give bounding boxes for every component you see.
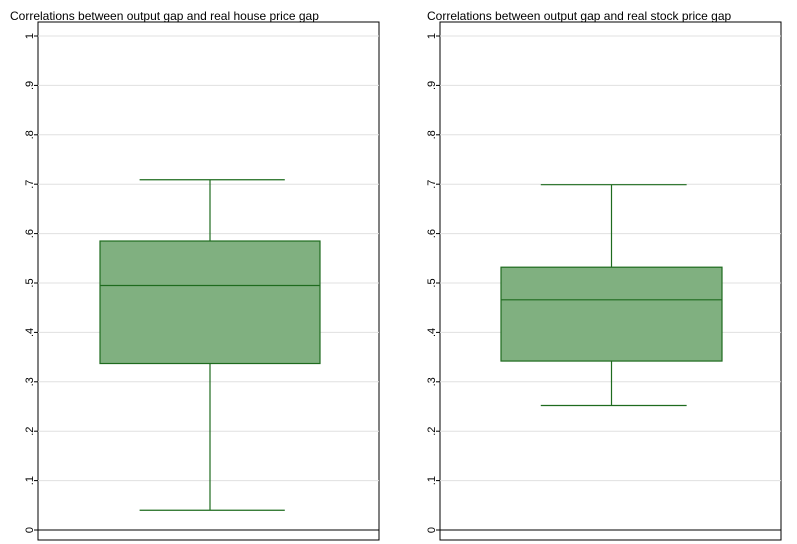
- y-tick-label: .2: [426, 427, 438, 436]
- chart-title-house: Correlations between output gap and real…: [10, 9, 319, 23]
- y-tick-label: .8: [426, 130, 438, 139]
- y-tick-label: .9: [24, 81, 36, 90]
- y-tick-label: .3: [24, 377, 36, 386]
- y-tick-label: .5: [426, 278, 438, 287]
- y-tick-label: .4: [24, 328, 36, 337]
- y-tick-label: .7: [24, 180, 36, 189]
- iqr-box: [99, 240, 321, 365]
- y-tick-label: 1: [24, 33, 36, 39]
- y-tick-label: .8: [24, 130, 36, 139]
- y-tick-label: .2: [24, 427, 36, 436]
- y-tick-label: .6: [24, 229, 36, 238]
- y-tick-label: .6: [426, 229, 438, 238]
- y-tick-label: .7: [426, 180, 438, 189]
- chart-panel-stock: Correlations between output gap and real…: [400, 0, 797, 544]
- chart-title-stock: Correlations between output gap and real…: [427, 9, 732, 23]
- y-tick-label: .4: [426, 328, 438, 337]
- chart-panel-house: Correlations between output gap and real…: [10, 9, 380, 541]
- y-tick-label: 0: [24, 527, 36, 533]
- y-tick-label: .1: [24, 476, 36, 485]
- iqr-box: [500, 266, 723, 362]
- y-tick-label: 0: [426, 527, 438, 533]
- boxplot-house: 0 .1 .2 .3 .4 .5 .6 .7 .8 .9 1: [24, 21, 380, 541]
- y-tick-label: .5: [24, 278, 36, 287]
- y-tick-label: .9: [426, 81, 438, 90]
- y-tick-label: .3: [426, 377, 438, 386]
- y-tick-label: .1: [426, 476, 438, 485]
- boxplot-stock: 0 .1 .2 .3 .4 .5 .6 .7 .8 .9 1: [426, 21, 782, 541]
- y-tick-label: 1: [426, 33, 438, 39]
